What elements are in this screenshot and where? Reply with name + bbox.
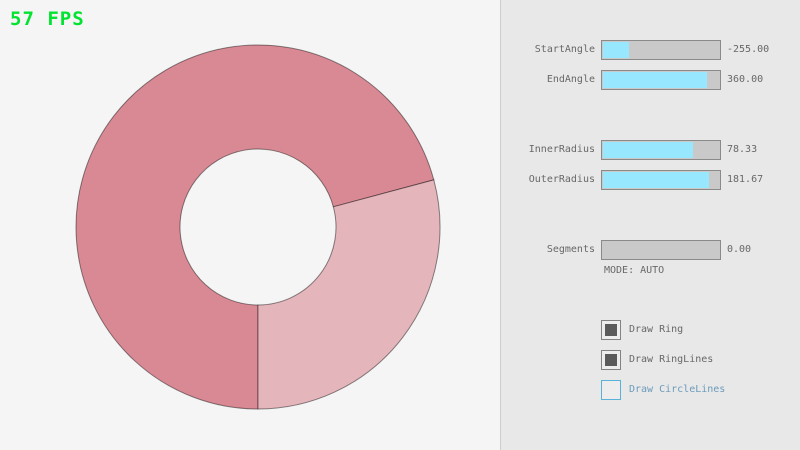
- end-angle-label: EndAngle: [546, 74, 595, 85]
- draw-ringlines-check-mark: [605, 354, 617, 366]
- segments-slider[interactable]: [601, 240, 721, 260]
- outer-radius-label: OuterRadius: [528, 174, 595, 185]
- end-angle-slider-fill: [603, 72, 708, 88]
- draw-ring-check-mark: [605, 324, 617, 336]
- draw-ring-label: Draw Ring: [629, 324, 684, 335]
- start-angle-slider[interactable]: [601, 40, 721, 60]
- draw-ring-checkbox[interactable]: [601, 320, 621, 340]
- ring-segment-single-pass: [257, 179, 441, 410]
- draw-ringlines-row: Draw RingLines: [601, 350, 791, 370]
- outer-radius-slider-row: OuterRadius 181.67: [501, 170, 800, 190]
- segments-value: 0.00: [727, 244, 752, 255]
- inner-radius-slider-row: InnerRadius 78.33: [501, 140, 800, 160]
- end-angle-slider-row: EndAngle 360.00: [501, 70, 800, 90]
- draw-ringlines-checkbox[interactable]: [601, 350, 621, 370]
- inner-radius-slider[interactable]: [601, 140, 721, 160]
- end-angle-slider[interactable]: [601, 70, 721, 90]
- segments-label: Segments: [546, 244, 595, 255]
- mode-label: MODE: AUTO: [604, 265, 665, 276]
- draw-circlelines-checkbox[interactable]: [601, 380, 621, 400]
- draw-circlelines-label: Draw CircleLines: [629, 384, 726, 395]
- draw-ringlines-label: Draw RingLines: [629, 354, 714, 365]
- inner-radius-label: InnerRadius: [528, 144, 595, 155]
- outer-radius-slider[interactable]: [601, 170, 721, 190]
- outer-radius-slider-fill: [603, 172, 709, 188]
- start-angle-slider-row: StartAngle -255.00: [501, 40, 800, 60]
- ring-segment-double-pass: [75, 44, 435, 410]
- inner-radius-slider-fill: [603, 142, 694, 158]
- draw-circlelines-row: Draw CircleLines: [601, 380, 791, 400]
- start-angle-value: -255.00: [727, 44, 770, 55]
- end-angle-value: 360.00: [727, 74, 764, 85]
- draw-ring-row: Draw Ring: [601, 320, 791, 340]
- inner-radius-value: 78.33: [727, 144, 758, 155]
- control-panel: StartAngle -255.00 EndAngle 360.00 InnerRadi…: [500, 0, 800, 450]
- start-angle-slider-fill: [603, 42, 629, 58]
- start-angle-label: StartAngle: [534, 44, 595, 55]
- segments-slider-row: Segments 0.00: [501, 240, 800, 260]
- fps-counter: 57 FPS: [10, 8, 85, 30]
- outer-radius-value: 181.67: [727, 174, 764, 185]
